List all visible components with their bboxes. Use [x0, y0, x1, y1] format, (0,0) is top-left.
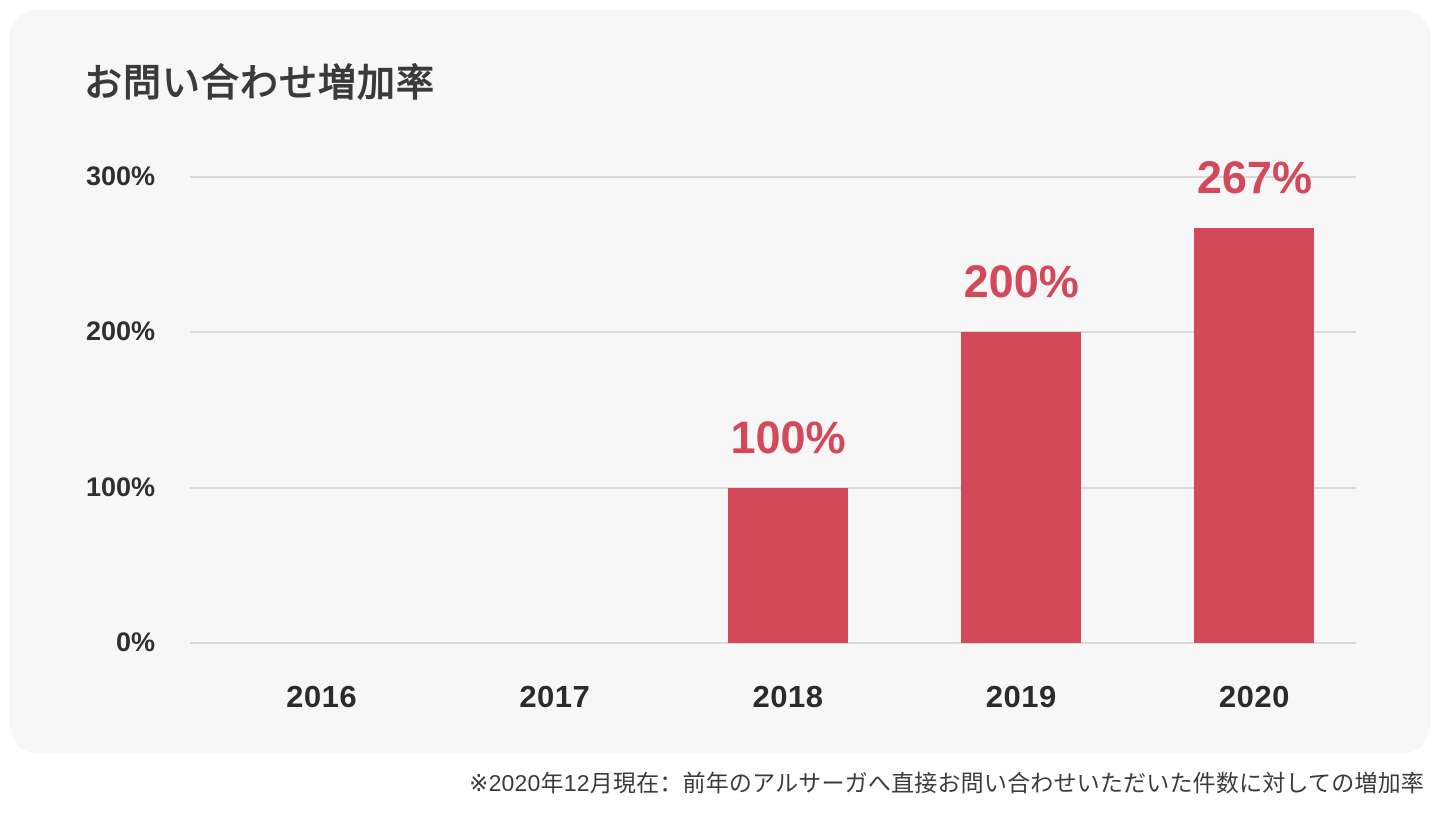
- x-axis-label-2017: 2017: [519, 679, 591, 714]
- bar-2020: [1194, 228, 1315, 643]
- bar-2018: [728, 487, 848, 643]
- chart-footnote: ※2020年12月現在：前年のアルサーガへ直接お問い合わせいただいた件数に対して…: [469, 770, 1424, 796]
- bar-value-label: 267%: [1196, 152, 1312, 204]
- bar-value-label: 100%: [730, 411, 846, 463]
- bar-slot-2019: 200%: [905, 177, 1138, 643]
- x-axis-label-2020: 2020: [1218, 679, 1290, 714]
- bar-slot-2018: 100%: [671, 177, 904, 643]
- bar-slot-2020: 267%: [1138, 155, 1371, 643]
- x-axis-label-2018: 2018: [752, 679, 824, 714]
- bars-row: 100% 200% 267%: [205, 155, 1371, 643]
- gridline-100: [190, 486, 1356, 489]
- gridline-300: [190, 176, 1356, 178]
- gridline-200: [190, 331, 1356, 334]
- x-axis-label-2016: 2016: [286, 679, 358, 714]
- bar-slot-2016: [205, 177, 438, 643]
- chart-title: お問い合わせ増加率: [84, 63, 436, 105]
- x-axis: 2016 2017 2018 2019 2020: [205, 643, 1371, 715]
- bar-value-label: 200%: [963, 256, 1079, 308]
- x-axis-label-2019: 2019: [985, 679, 1057, 714]
- y-tick-label: 100%: [85, 471, 155, 502]
- gridline-0: [190, 642, 1356, 644]
- chart-card: お問い合わせ増加率 300% 200% 100% 0% 100% 200% 267% 20…: [10, 10, 1430, 753]
- y-tick-label: 0%: [115, 626, 155, 657]
- y-tick-label: 300%: [85, 160, 155, 191]
- plot-area: 300% 200% 100% 0% 100% 200% 267% 2016 2017 2018…: [86, 155, 1356, 714]
- y-tick-label: 200%: [85, 316, 155, 347]
- bar-slot-2017: [438, 177, 671, 643]
- bar-2019: [961, 332, 1082, 643]
